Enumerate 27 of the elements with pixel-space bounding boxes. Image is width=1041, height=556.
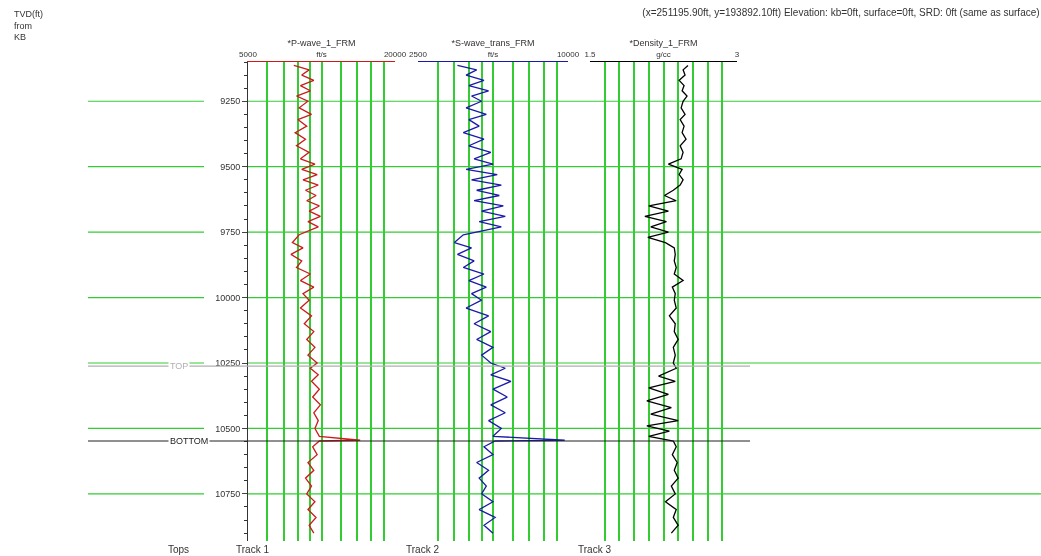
x-tick-label: g/cc xyxy=(656,50,671,60)
y-tick-label: 10000 xyxy=(215,292,241,303)
x-tick-label: 20000 xyxy=(383,50,407,60)
y-tick-label: 10250 xyxy=(215,358,241,369)
x-tick-label: 3 xyxy=(734,50,740,60)
ref-line-label: TOP xyxy=(170,361,189,371)
x-axis-title: *Density_1_FRM xyxy=(629,37,698,48)
x-tick-label: ft/s xyxy=(487,50,499,60)
text: Track 3 xyxy=(578,544,612,555)
y-axis-title: TVD(ft) from KB xyxy=(14,9,43,43)
x-tick-label: 2500 xyxy=(409,50,428,60)
text: (x=251195.90ft, y=193892.10ft) Elevation: kb=0ft, surface=0ft, SRD: 0ft (same as surface) xyxy=(642,6,1040,18)
x-tick-label: 1.5 xyxy=(584,50,597,60)
y-tick-label: 10750 xyxy=(215,489,241,500)
text: Tops xyxy=(168,544,190,555)
text: Track 1 xyxy=(236,544,270,555)
x-tick-label: 10000 xyxy=(556,50,580,60)
x-tick-label: 5000 xyxy=(239,50,258,60)
x-axis-title: *S-wave_trans_FRM xyxy=(451,37,535,48)
y-tick-label: 9750 xyxy=(220,227,241,238)
ref-line-label: BOTTOM xyxy=(170,436,209,446)
x-axis-title: *P-wave_1_FRM xyxy=(287,37,356,48)
x-tick-label: ft/s xyxy=(316,50,327,60)
y-tick-label: 9250 xyxy=(220,96,241,107)
text: Track 2 xyxy=(406,544,440,555)
y-tick-label: 9500 xyxy=(220,161,241,172)
y-tick-label: 10500 xyxy=(215,423,241,434)
